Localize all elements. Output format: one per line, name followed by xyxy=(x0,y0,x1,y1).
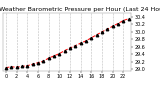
Title: Milwaukee Weather Barometric Pressure per Hour (Last 24 Hours): Milwaukee Weather Barometric Pressure pe… xyxy=(0,7,160,12)
